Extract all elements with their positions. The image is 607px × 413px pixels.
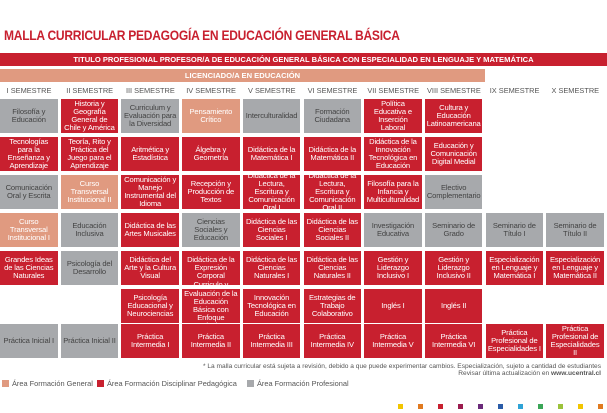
course-cell: Pensamiento Crítico — [182, 99, 240, 133]
course-cell: Cultura y Educación Latinoamericana — [424, 99, 483, 133]
course-cell: Gestión y Liderazgo Inclusivo I — [364, 251, 422, 285]
course-cell: Inglés II — [424, 289, 483, 323]
course-cell: Práctica Intermedia III — [242, 324, 301, 358]
course-cell: Práctica Inicial II — [60, 324, 119, 358]
course-cell: Interculturalidad — [242, 99, 301, 133]
course-cell: Curso Transversal Institucional II — [60, 175, 119, 209]
legend-label: Área Formación General — [12, 379, 93, 388]
note-text: Revisar última actualización en — [458, 370, 550, 377]
course-cell: Práctica Intermedia I — [121, 324, 179, 358]
course-cell: Estrategias de Trabajo Colaborativo — [303, 289, 361, 323]
course-cell: Didáctica de la Innovación Tecnológica e… — [364, 137, 422, 171]
course-cell: Práctica Profesional de Especialidades I — [485, 324, 544, 358]
course-cell: Educación y Comunicación Digital Medial — [424, 137, 483, 171]
semester-header: IV SEMESTRE — [186, 86, 236, 95]
legend-swatch — [97, 380, 104, 387]
course-cell: Comunicación y Manejo Instrumental del I… — [121, 175, 179, 209]
legend-swatch — [247, 380, 254, 387]
course-cell: Formación Ciudadana — [303, 99, 361, 133]
semester-header: VIII SEMESTRE — [426, 86, 481, 95]
course-cell: Electivo Complementario — [424, 175, 483, 209]
course-cell: Especialización en Lenguaje y Matemática… — [546, 251, 604, 285]
course-cell: Didáctica de las Artes Musicales — [121, 213, 179, 247]
degree-banner: TITULO PROFESIONAL PROFESOR/A DE EDUCACI… — [0, 53, 607, 66]
course-cell: Didáctica de las Ciencias Sociales II — [303, 213, 361, 247]
course-cell: Didáctica de las Ciencias Naturales II — [303, 251, 361, 285]
semester-header: III SEMESTRE — [125, 86, 175, 95]
course-cell: Seminario de Título I — [485, 213, 544, 247]
semester-header: V SEMESTRE — [247, 86, 296, 95]
semester-header: I SEMESTRE — [6, 86, 52, 95]
semester-header: IX SEMESTRE — [489, 86, 540, 95]
course-cell: Filosofía y Educación — [0, 99, 58, 133]
course-cell: Práctica Intermedia II — [182, 324, 240, 358]
legend-label: Área Formación Profesional — [257, 379, 349, 388]
course-cell: Práctica Intermedia IV — [303, 324, 361, 358]
course-cell: Innovación Tecnológica en Educación — [242, 289, 301, 323]
course-cell: Filosofía para la Infancia y Multicultur… — [364, 175, 422, 209]
course-cell: Grandes Ideas de las Ciencias Naturales — [0, 251, 58, 285]
course-cell: Didáctica del Arte y la Cultura Visual — [121, 251, 179, 285]
course-cell: Historia y Geografía General de Chile y … — [60, 99, 119, 133]
course-cell: Didáctica de la Lectura, Escritura y Com… — [303, 171, 361, 212]
note: * La malla curricular está sujeta a revi… — [181, 363, 601, 377]
semester-header: VI SEMESTRE — [307, 86, 358, 95]
course-cell: Curriculum y Evaluación para la Diversid… — [121, 99, 179, 133]
course-cell: Ciencias Sociales y Educación — [182, 213, 240, 247]
course-cell: Álgebra y Geometría — [182, 137, 240, 171]
legend-swatch — [2, 380, 9, 387]
course-cell: Tecnologías para la Enseñanza y Aprendiz… — [0, 137, 58, 171]
course-cell: Comunicación Oral y Escrita — [0, 175, 58, 209]
course-cell: Didáctica de la Matemática I — [242, 137, 301, 171]
course-cell: Recepción y Producción de Textos — [182, 175, 240, 209]
note-line: * La malla curricular está sujeta a revi… — [202, 363, 601, 370]
semester-header: II SEMESTRE — [66, 86, 114, 95]
course-cell: Curriculo y Evaluación de la Educación B… — [182, 281, 240, 330]
course-cell: Seminario de Título II — [546, 213, 604, 247]
semester-header: X SEMESTRE — [551, 86, 600, 95]
course-cell: Práctica Profesional de Especialidades I… — [546, 324, 604, 358]
page-title: MALLA CURRICULAR PEDAGOGÍA EN EDUCACIÓN … — [4, 27, 400, 43]
course-cell: Práctica Inicial I — [0, 324, 58, 358]
course-cell: Práctica Intermedia VI — [424, 324, 483, 358]
course-cell: Didáctica de la Lectura, Escritura y Com… — [242, 171, 301, 212]
course-cell: Práctica Intermedia V — [364, 324, 422, 358]
course-cell: Inglés I — [364, 289, 422, 323]
note-line: Revisar última actualización en www.ucen… — [181, 370, 601, 377]
license-banner: LICENCIADO/A EN EDUCACIÓN — [0, 69, 485, 82]
course-cell: Política Educativa e Inserción Laboral — [364, 99, 422, 133]
semester-header: VII SEMESTRE — [367, 86, 420, 95]
course-cell: Educación Inclusiva — [60, 213, 119, 247]
course-cell: Didáctica de la Matemática II — [303, 137, 361, 171]
course-cell: Seminario de Grado — [424, 213, 483, 247]
course-cell: Didáctica de las Ciencias Sociales I — [242, 213, 301, 247]
course-cell: Didáctica de la Expresión Corporal — [182, 251, 240, 285]
course-cell: Didáctica de las Ciencias Naturales I — [242, 251, 301, 285]
website: www.ucentral.cl — [551, 370, 601, 377]
course-cell: Especialización en Lenguaje y Matemática… — [485, 251, 544, 285]
course-cell: Aritmética y Estadística — [121, 137, 179, 171]
course-cell: Curso Transversal Institucional I — [0, 213, 58, 247]
course-cell: Teoría, Rito y Práctica del Juego para e… — [60, 137, 119, 171]
course-cell: Investigación Educativa — [364, 213, 422, 247]
course-cell: Psicología del Desarrollo — [60, 251, 119, 285]
legend-label: Área Formación Disciplinar Pedagógica — [107, 379, 237, 388]
course-cell: Gestión y Liderazgo Inclusivo II — [424, 251, 483, 285]
course-cell: Psicología Educacional y Neurociencias — [121, 289, 179, 323]
